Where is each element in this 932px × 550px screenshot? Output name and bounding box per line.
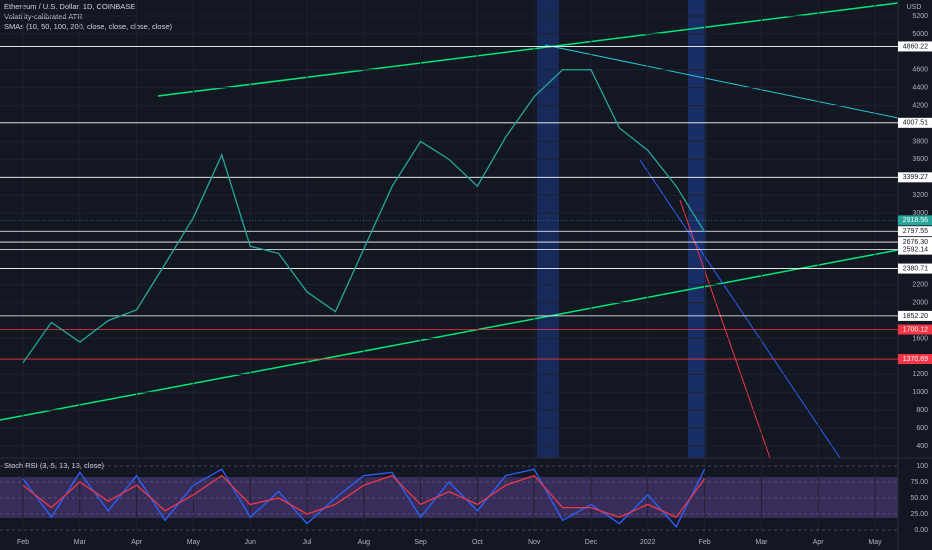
x-tick-label: Apr bbox=[131, 539, 143, 546]
stoch-title: Stoch RSI (3, 5, 13, 13, close) bbox=[4, 461, 105, 470]
x-tick-label: May bbox=[187, 539, 201, 546]
price-line bbox=[22, 474, 706, 519]
level-tag bbox=[898, 226, 932, 237]
level-label: 1700.12 bbox=[903, 326, 928, 333]
level-label: 2380.71 bbox=[903, 265, 928, 272]
last-price-label: 2918.56 bbox=[903, 217, 928, 224]
level-tag bbox=[898, 172, 932, 183]
level-label: 2592.14 bbox=[903, 246, 928, 253]
x-tick-label: Feb bbox=[17, 539, 29, 546]
y-tick-label: 3800 bbox=[912, 138, 928, 145]
stoch-tick-label: 0.00 bbox=[914, 527, 928, 534]
x-tick-label: Mar bbox=[755, 539, 768, 546]
y-tick-label: 3600 bbox=[912, 156, 928, 163]
currency: USD bbox=[907, 4, 922, 11]
y-tick-label: 1600 bbox=[912, 335, 928, 342]
y-tick-label: 400 bbox=[916, 443, 928, 450]
level-label: 3399.27 bbox=[903, 174, 928, 181]
stoch-band bbox=[0, 477, 898, 518]
level-label: 1370.69 bbox=[903, 356, 928, 363]
y-tick-label: 2200 bbox=[912, 282, 928, 289]
stoch-tick-label: 100 bbox=[916, 463, 928, 470]
x-tick-label: May bbox=[868, 539, 882, 546]
level-tag bbox=[898, 324, 932, 335]
level-tag bbox=[898, 117, 932, 128]
level-tag bbox=[898, 244, 932, 255]
x-tick-label: Feb bbox=[699, 539, 711, 546]
level-tag bbox=[898, 263, 932, 274]
y-tick-label: 1000 bbox=[912, 389, 928, 396]
x-tick-label: Apr bbox=[813, 539, 825, 546]
x-tick-label: Jul bbox=[303, 539, 312, 546]
y-tick-label: 1200 bbox=[912, 371, 928, 378]
x-tick-label: Mar bbox=[74, 539, 87, 546]
trend-line bbox=[0, 249, 899, 421]
level-tag bbox=[898, 41, 932, 52]
level-label: 1852.20 bbox=[903, 313, 928, 320]
x-tick-label: Dec bbox=[585, 539, 598, 546]
level-tag bbox=[898, 237, 932, 248]
trend-line bbox=[679, 199, 771, 459]
y-tick-label: 2000 bbox=[912, 300, 928, 307]
x-tick-label: Jun bbox=[245, 539, 256, 546]
y-tick-label: 3000 bbox=[912, 210, 928, 217]
highlight-zone bbox=[688, 0, 706, 458]
last-price-tag bbox=[898, 215, 932, 226]
level-tag bbox=[898, 354, 932, 365]
trend-line bbox=[157, 2, 899, 97]
trend-line bbox=[639, 159, 841, 459]
stoch-tick-label: 75.00 bbox=[910, 479, 928, 486]
x-tick-label: Nov bbox=[528, 539, 541, 546]
highlight-zone bbox=[537, 0, 559, 458]
y-tick-label: 4600 bbox=[912, 67, 928, 74]
y-tick-label: 600 bbox=[916, 425, 928, 432]
y-tick-label: 4200 bbox=[912, 102, 928, 109]
y-tick-label: 5200 bbox=[912, 13, 928, 20]
y-tick-label: 800 bbox=[916, 407, 928, 414]
price-line bbox=[22, 468, 706, 528]
x-tick-label: Sep bbox=[414, 539, 427, 546]
stoch-tick-label: 25.00 bbox=[910, 511, 928, 518]
x-tick-label: Oct bbox=[472, 539, 483, 546]
x-tick-label: 2022 bbox=[640, 539, 656, 546]
level-label: 4860.22 bbox=[903, 43, 928, 50]
chart-title: Ethereum / U.S. Dollar, 1D, COINBASE bbox=[4, 2, 135, 11]
level-tag bbox=[898, 310, 932, 321]
level-label: 4007.51 bbox=[903, 120, 928, 127]
level-label: 2676.30 bbox=[903, 239, 928, 246]
y-tick-label: 5000 bbox=[912, 31, 928, 38]
level-label: 2797.55 bbox=[903, 228, 928, 235]
y-tick-label: 4400 bbox=[912, 85, 928, 92]
y-tick-label: 3200 bbox=[912, 192, 928, 199]
x-tick-label: Aug bbox=[358, 539, 371, 546]
stoch-tick-label: 50.00 bbox=[910, 495, 928, 502]
indicator-label: SMAs (10, 50, 100, 200, close, close, cl… bbox=[4, 22, 173, 31]
price-line bbox=[22, 69, 706, 364]
